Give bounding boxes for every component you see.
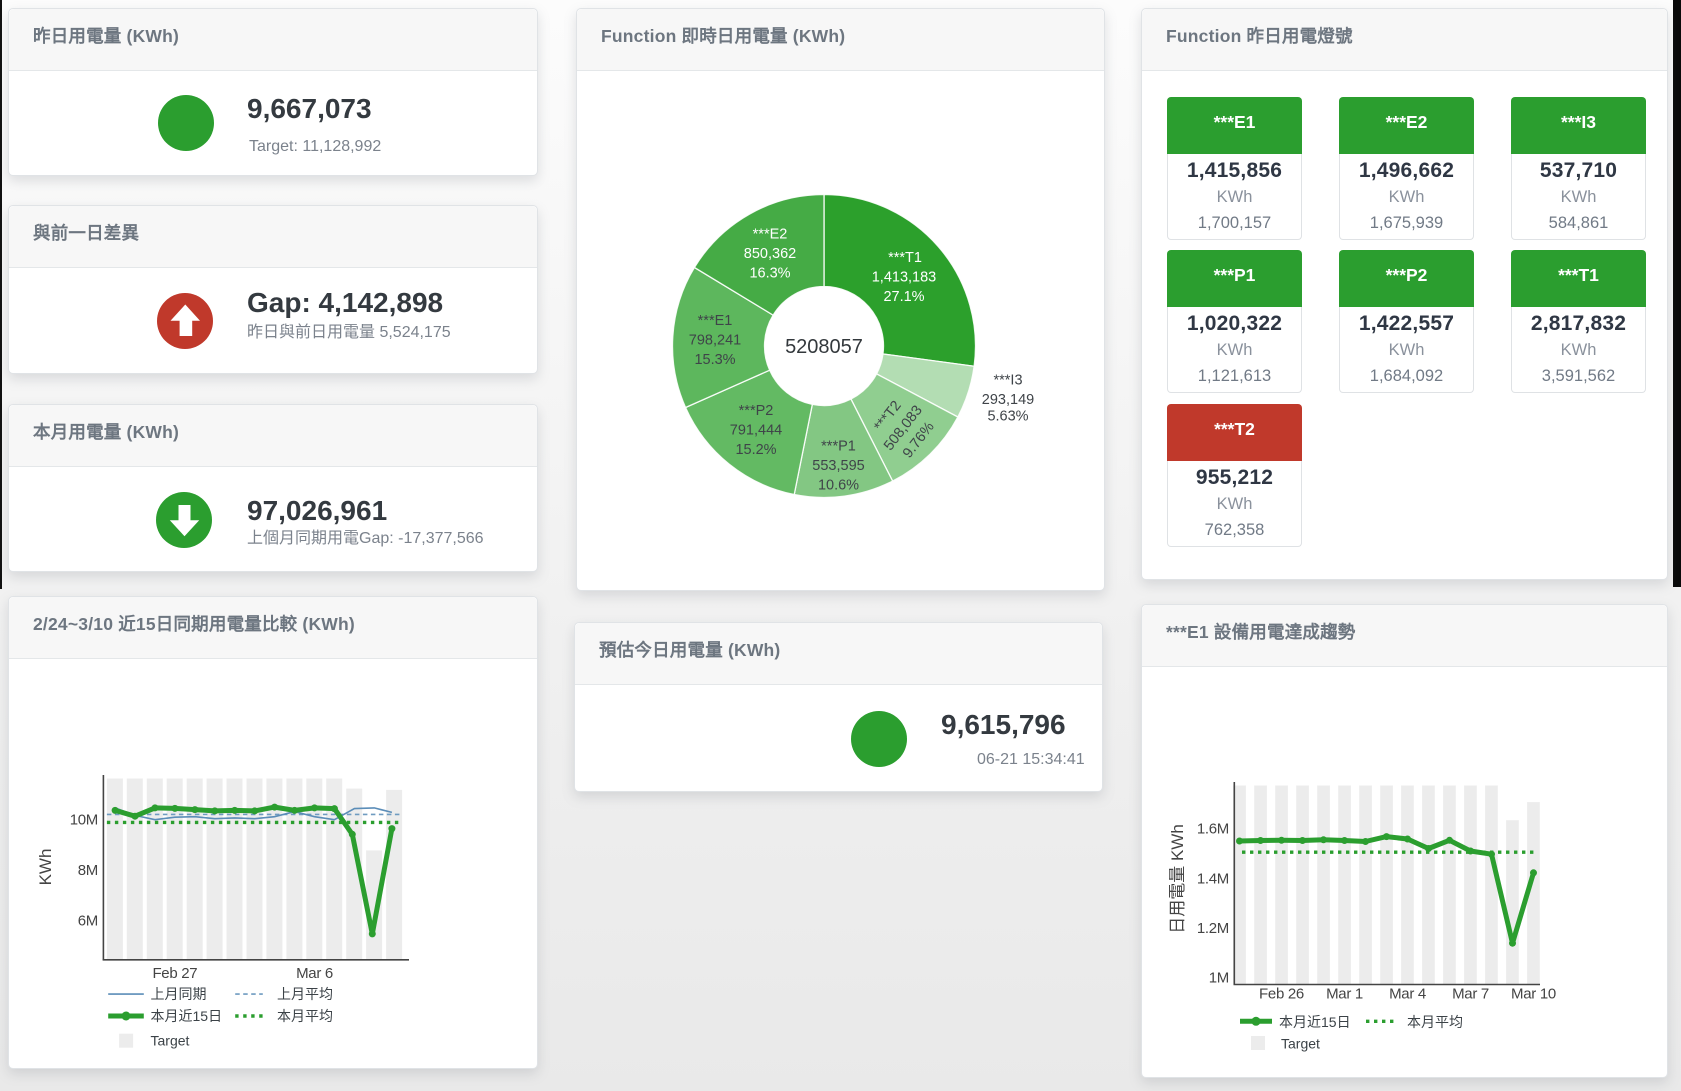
svg-text:Target: Target (1281, 1036, 1320, 1052)
svg-text:16.3%: 16.3% (749, 266, 790, 282)
svg-text:上月同期: 上月同期 (151, 986, 207, 1002)
svg-text:日用電量 KWh: 日用電量 KWh (1168, 824, 1187, 934)
svg-text:Mar 4: Mar 4 (1389, 986, 1426, 1003)
svg-text:5208057: 5208057 (785, 336, 863, 358)
svg-text:上月平均: 上月平均 (277, 986, 333, 1002)
svg-text:Mar 10: Mar 10 (1511, 986, 1556, 1003)
svg-text:791,444: 791,444 (730, 423, 782, 439)
svg-text:***P2: ***P2 (739, 403, 774, 419)
svg-text:Feb 26: Feb 26 (1259, 986, 1304, 1003)
svg-text:***E2: ***E2 (753, 227, 788, 243)
svg-text:本月平均: 本月平均 (277, 1008, 333, 1024)
svg-text:本月近15日: 本月近15日 (1279, 1014, 1351, 1030)
svg-text:553,595: 553,595 (812, 458, 864, 474)
svg-text:798,241: 798,241 (689, 333, 741, 349)
svg-text:1M: 1M (1209, 970, 1229, 987)
svg-text:27.1%: 27.1% (883, 289, 924, 305)
svg-text:8M: 8M (78, 862, 98, 879)
svg-text:5.63%: 5.63% (987, 409, 1028, 425)
svg-text:1.2M: 1.2M (1197, 920, 1229, 937)
svg-text:Feb 27: Feb 27 (152, 965, 197, 982)
svg-text:KWh: KWh (36, 849, 55, 886)
svg-text:15.3%: 15.3% (694, 352, 735, 368)
svg-text:15.2%: 15.2% (735, 442, 776, 458)
svg-text:1,413,183: 1,413,183 (872, 270, 937, 286)
svg-text:10.6%: 10.6% (818, 478, 859, 494)
svg-text:Mar 7: Mar 7 (1452, 986, 1489, 1003)
svg-text:***P1: ***P1 (821, 439, 856, 455)
svg-text:1.6M: 1.6M (1197, 821, 1229, 838)
svg-text:Mar 1: Mar 1 (1326, 986, 1363, 1003)
svg-text:10M: 10M (70, 812, 98, 829)
svg-text:***E1: ***E1 (698, 313, 733, 329)
svg-text:1.4M: 1.4M (1197, 870, 1229, 887)
svg-text:6M: 6M (78, 912, 98, 929)
svg-text:850,362: 850,362 (744, 246, 796, 262)
svg-text:本月平均: 本月平均 (1407, 1014, 1463, 1030)
svg-text:***T1: ***T1 (888, 250, 922, 266)
svg-text:Mar 6: Mar 6 (296, 965, 333, 982)
svg-text:本月近15日: 本月近15日 (151, 1008, 223, 1024)
svg-text:Target: Target (151, 1033, 190, 1049)
svg-text:***I3: ***I3 (993, 373, 1022, 389)
svg-text:293,149: 293,149 (982, 392, 1034, 408)
